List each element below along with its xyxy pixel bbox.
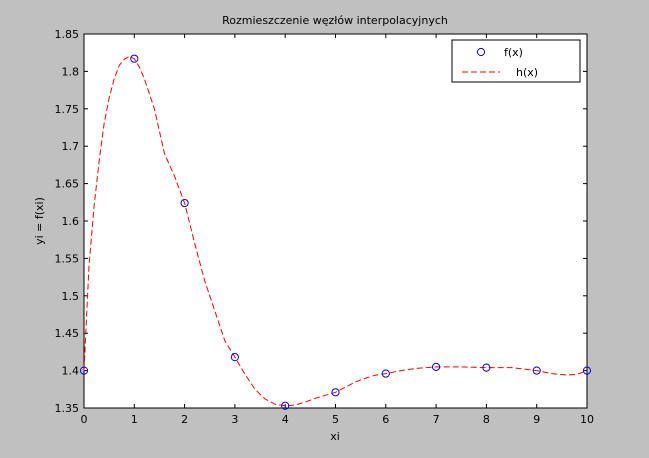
legend-label-f: f(x) <box>504 46 523 59</box>
y-tick-label: 1.55 <box>55 252 80 265</box>
y-tick-label: 1.4 <box>62 365 80 378</box>
plot-area <box>83 33 588 409</box>
series-f-point <box>482 363 491 372</box>
x-tick-label: 3 <box>231 413 238 426</box>
y-tick-label: 1.6 <box>62 215 80 228</box>
x-tick-label: 2 <box>181 413 188 426</box>
series-f-point <box>532 366 541 375</box>
x-tick-label: 8 <box>483 413 490 426</box>
x-axis-label: xi <box>330 430 340 443</box>
series-f-point <box>582 366 592 375</box>
y-tick-label: 1.85 <box>55 28 80 41</box>
series-f-point <box>130 54 139 63</box>
legend: f(x) h(x) <box>451 39 581 83</box>
x-tick-label: 5 <box>332 413 339 426</box>
y-tick-label: 1.5 <box>62 290 80 303</box>
series-f-point <box>331 388 340 397</box>
legend-box <box>451 39 581 83</box>
y-tick-label: 1.45 <box>55 327 80 340</box>
x-tick-label: 0 <box>81 413 88 426</box>
y-tick-label: 1.65 <box>55 178 80 191</box>
series-f <box>79 54 592 410</box>
series-f-point <box>381 369 390 378</box>
y-tick-label: 1.35 <box>55 402 80 415</box>
series-h <box>83 55 588 407</box>
series-f-point <box>432 362 441 371</box>
x-tick-label: 7 <box>433 413 440 426</box>
legend-marker-f <box>476 47 486 57</box>
y-tick-label: 1.75 <box>55 103 80 116</box>
chart-title: Rozmieszczenie węzłów interpolacyjnych <box>222 14 448 27</box>
x-tick-label: 4 <box>282 413 289 426</box>
x-tick-label: 6 <box>382 413 389 426</box>
series-f-point <box>281 401 290 410</box>
y-tick-label: 1.8 <box>62 65 80 78</box>
series-f-point <box>230 353 239 362</box>
series-f-point <box>79 366 89 375</box>
y-axis-label: yi = f(xi) <box>33 197 46 245</box>
axis-ticks: 0 1 2 3 4 5 6 7 8 9 10 1.35 1.4 1.45 1.5 1.55 1.6 1.65 1.7… <box>55 28 595 426</box>
y-tick-label: 1.7 <box>62 140 80 153</box>
series-h-line <box>83 55 588 407</box>
x-tick-label: 9 <box>533 413 540 426</box>
series-f-point <box>180 198 189 208</box>
legend-label-h: h(x) <box>516 66 538 79</box>
x-tick-label: 10 <box>580 413 594 426</box>
x-tick-label: 1 <box>131 413 138 426</box>
